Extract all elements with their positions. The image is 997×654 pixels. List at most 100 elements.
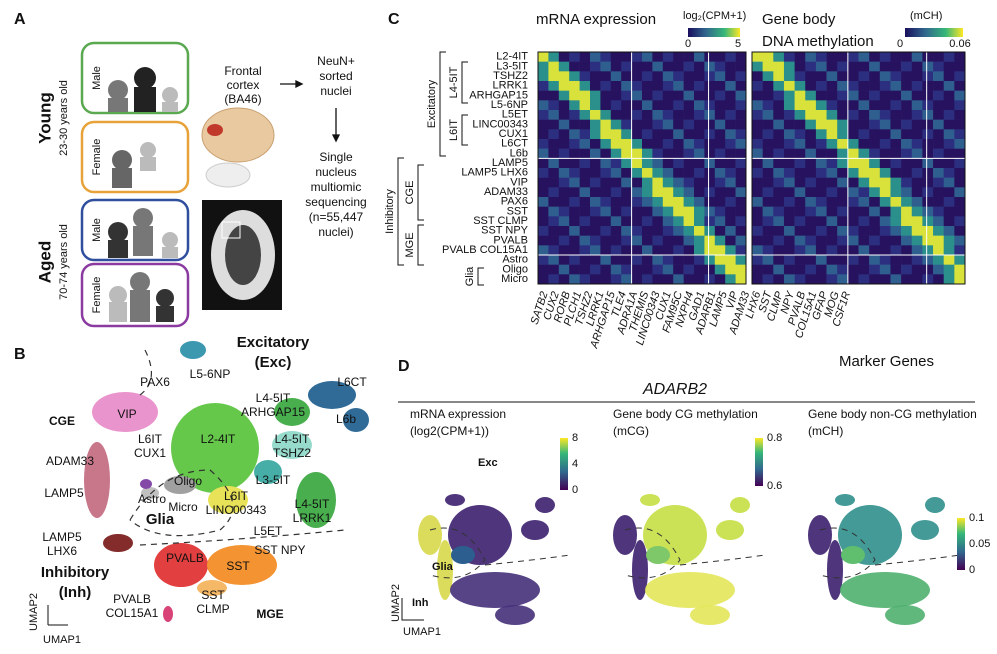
heatmap-cell	[837, 90, 849, 101]
cluster-label: SST	[226, 559, 250, 573]
heatmap-cell	[569, 81, 580, 91]
heatmap-cell	[922, 216, 934, 227]
heatmap-cell	[805, 81, 817, 91]
heatmap-cell	[783, 216, 795, 227]
heatmap-cell	[725, 119, 736, 130]
heatmap-cell	[922, 139, 934, 149]
group-label: L6IT	[448, 119, 460, 141]
heatmap-cell	[826, 119, 838, 130]
heatmap-cell	[954, 274, 966, 285]
heatmap-cell	[704, 177, 716, 188]
umap-cluster	[690, 605, 730, 625]
heatmap-cell	[847, 110, 859, 120]
bracket	[477, 267, 484, 286]
umap-cluster	[640, 494, 660, 506]
heatmap-cell	[662, 100, 674, 111]
sex-label: Female	[91, 139, 103, 176]
heatmap-cell	[683, 226, 695, 236]
heatmap-cell	[538, 255, 549, 265]
heatmap-cell	[714, 148, 726, 159]
heatmap-cell	[815, 139, 827, 149]
heatmap-cell	[794, 235, 806, 246]
heatmap-cell	[662, 71, 674, 82]
heatmap-cell	[590, 148, 601, 159]
heatmap-cell	[694, 90, 705, 101]
heatmap-cell	[858, 52, 870, 62]
heatmap-cell	[805, 177, 817, 188]
heatmap-cell	[538, 90, 549, 101]
heatmap-cell	[694, 226, 705, 236]
heatmap-cell	[631, 197, 643, 207]
heatmap-cell	[922, 255, 934, 265]
heatmap-cell	[847, 168, 859, 178]
heatmap-cell	[847, 148, 859, 159]
heatmap-cell	[933, 148, 944, 159]
sex-label: Male	[91, 218, 103, 242]
heatmap-cell	[762, 100, 774, 111]
colorbar-title: (mCH)	[910, 10, 942, 22]
row-label: VIP	[510, 176, 528, 188]
heatmap-cell	[815, 197, 827, 207]
heatmap-cell	[673, 226, 684, 236]
heatmap-cell	[631, 264, 643, 275]
heatmap-cell	[610, 187, 622, 198]
step-label: Single	[319, 150, 353, 164]
heatmap-cell	[610, 90, 622, 101]
age-range: 70-74 years old	[58, 224, 70, 300]
heatmap-cell	[538, 274, 549, 285]
heatmap-cell	[704, 110, 716, 120]
heatmap-cell	[879, 100, 891, 111]
heatmap-cell	[694, 61, 705, 72]
group-label: Excitatory	[426, 79, 438, 128]
heatmap-cell	[762, 81, 774, 91]
heatmap-cell	[890, 52, 902, 62]
heatmap-cell	[858, 129, 870, 140]
bracket	[417, 164, 424, 221]
heatmap-cell	[922, 71, 934, 82]
heatmap-cell	[538, 245, 549, 256]
heatmap-cell	[642, 90, 653, 101]
heatmap-cell	[579, 235, 591, 246]
heatmap-cell	[815, 90, 827, 101]
heatmap-cell	[610, 81, 622, 91]
heatmap-cell	[579, 264, 591, 275]
heatmap	[751, 51, 966, 285]
heatmap-cell	[590, 81, 601, 91]
heatmap-cell	[600, 71, 612, 82]
heatmap-cell	[847, 177, 859, 188]
heatmap-cell	[538, 187, 549, 198]
heatmap-cell	[610, 197, 622, 207]
heatmap-cell	[752, 71, 763, 82]
row-label: PVALB	[493, 234, 528, 246]
heatmap-cell	[901, 197, 913, 207]
heatmap-cell	[714, 235, 726, 246]
heatmap-cell	[558, 148, 570, 159]
heatmap-cell	[879, 71, 891, 82]
heatmap-cell	[600, 168, 612, 178]
cluster-label: CUX1	[134, 446, 166, 460]
heatmap-cell	[662, 110, 674, 120]
heatmap-cell	[538, 81, 549, 91]
heatmap-cell	[837, 274, 849, 285]
heatmap-cell	[714, 52, 726, 62]
axis-label: UMAP2	[28, 593, 40, 631]
heatmap-cell	[558, 61, 570, 72]
heatmap-cell	[911, 158, 923, 169]
heatmap-cell	[600, 129, 612, 140]
heatmap-cell	[890, 168, 902, 178]
heatmap-cell	[652, 168, 664, 178]
heatmap-cell	[847, 81, 859, 91]
heatmap-cell	[901, 129, 913, 140]
heatmap-cell	[642, 139, 653, 149]
heatmap-cell	[548, 119, 560, 130]
cluster-label: L4-5IT	[275, 432, 310, 446]
group-title: CGE	[49, 414, 75, 428]
heatmap-cell	[794, 158, 806, 169]
heatmap-cell	[933, 274, 944, 285]
heatmap-cell	[600, 90, 612, 101]
group-box	[80, 120, 190, 194]
heatmap-cell	[869, 197, 881, 207]
heatmap-cell	[752, 206, 763, 217]
heatmap-cell	[879, 129, 891, 140]
heatmap-cell	[752, 90, 763, 101]
